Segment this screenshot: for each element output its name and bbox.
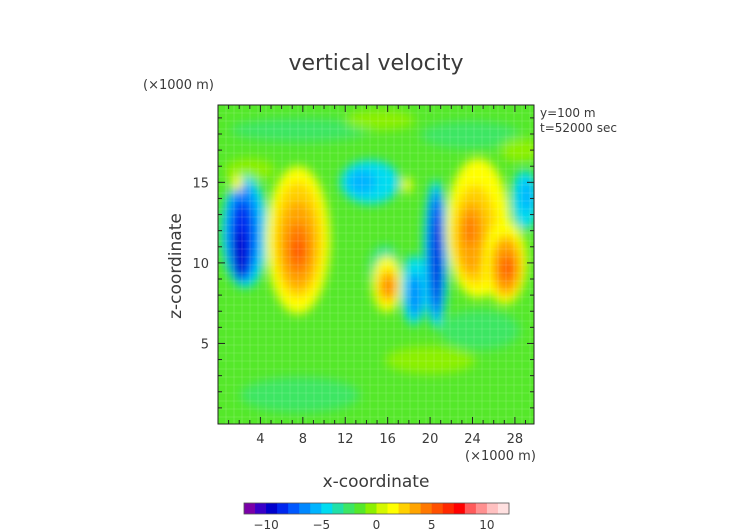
colorbar-swatch (420, 503, 433, 514)
plot-area (218, 105, 534, 424)
x-tick-label: 8 (299, 432, 307, 447)
colorbar-swatch (354, 503, 366, 514)
colorbar-swatch (475, 503, 488, 514)
colorbar-swatch (310, 503, 322, 514)
x-tick-label: 20 (422, 432, 439, 447)
y-unit-label: (×1000 m) (143, 78, 214, 93)
colorbar-tick-label: −10 (253, 518, 278, 532)
colorbar-swatch (409, 503, 422, 514)
colorbar-swatch (486, 503, 499, 514)
velocity-field (221, 110, 534, 413)
y-tick-label: 15 (192, 176, 209, 191)
colorbar-tick-label: 5 (428, 518, 436, 532)
colorbar-swatch (376, 503, 388, 514)
colorbar: −10 −5 0 5 10 (243, 502, 510, 532)
colorbar-swatch (453, 503, 466, 514)
colorbar-swatch (497, 503, 510, 514)
x-tick-label: 12 (337, 432, 354, 447)
colorbar-tick-label: −5 (312, 518, 330, 532)
x-axis: 4 8 12 16 20 24 28 (228, 105, 527, 447)
annotation-time: t=52000 sec (540, 121, 617, 135)
x-tick-label: 4 (256, 432, 264, 447)
colorbar-swatch (464, 503, 477, 514)
colorbar-tick-label: 10 (479, 518, 494, 532)
colorbar-swatch (332, 503, 344, 514)
colorbar-swatch (277, 503, 289, 514)
chart-title: vertical velocity (288, 51, 463, 76)
plot-frame (217, 104, 535, 425)
colorbar-swatch (266, 503, 278, 514)
x-tick-label: 16 (379, 432, 396, 447)
colorbar-tick-label: 0 (373, 518, 381, 532)
x-axis-title: x-coordinate (323, 472, 430, 492)
colorbar-swatch (343, 503, 355, 514)
colorbar-frame (243, 502, 510, 515)
y-axis: 5 10 15 (192, 117, 534, 409)
x-tick-label: 24 (464, 432, 481, 447)
colorbar-swatch (442, 503, 455, 514)
colorbar-swatch (387, 503, 399, 514)
colorbar-swatch (244, 503, 256, 514)
y-tick-label: 5 (201, 337, 209, 352)
y-axis-title: z-coordinate (166, 213, 186, 319)
colorbar-swatch (299, 503, 311, 514)
colorbar-swatch (255, 503, 267, 514)
colorbar-swatch (398, 503, 411, 514)
colorbar-swatch (365, 503, 377, 514)
x-unit-label: (×1000 m) (465, 449, 536, 464)
colorbar-swatch (288, 503, 300, 514)
grid-lines (218, 105, 534, 424)
colorbar-swatch (321, 503, 333, 514)
annotation-y: y=100 m (540, 106, 596, 120)
x-tick-label: 28 (507, 432, 524, 447)
y-tick-label: 10 (192, 257, 209, 272)
colorbar-swatch (431, 503, 444, 514)
